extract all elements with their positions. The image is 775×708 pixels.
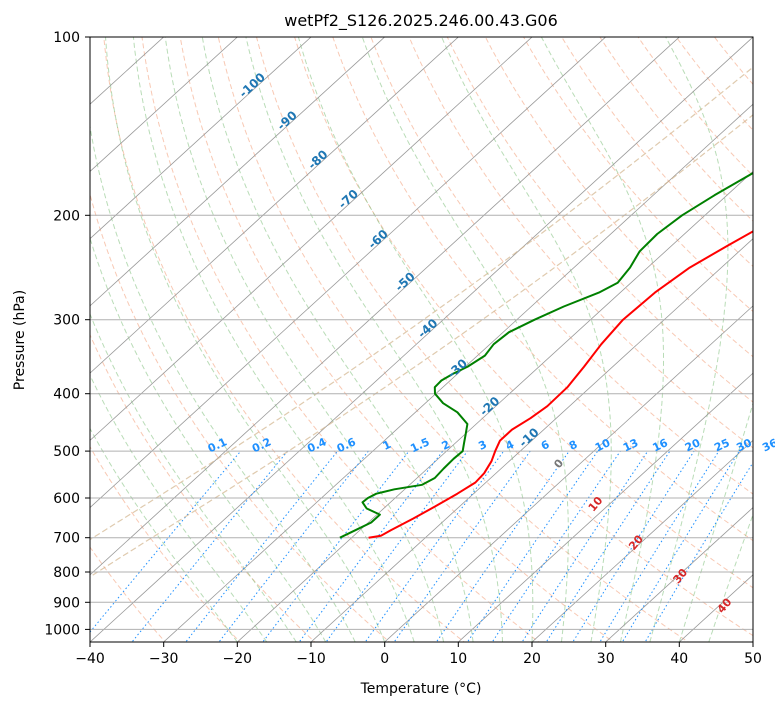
isotherm <box>90 37 312 240</box>
moist-adiabat <box>649 37 729 642</box>
mixing-ratio-line <box>435 450 570 642</box>
mixing-ratio-label: 10 <box>593 436 613 454</box>
mixing-ratio-label: 20 <box>683 436 703 454</box>
mixing-ratio-line <box>218 450 369 642</box>
dry-adiabat <box>370 37 753 495</box>
y-tick-label: 500 <box>53 444 80 460</box>
temperature-profile <box>368 230 753 539</box>
y-tick-label: 300 <box>53 313 80 329</box>
x-axis-label: Temperature (°C) <box>360 681 482 697</box>
chart-title: wetPf2_S126.2025.246.00.43.G06 <box>284 11 558 31</box>
dry-adiabat <box>90 192 391 642</box>
x-tick-label: 30 <box>597 651 615 667</box>
y-tick-label: 200 <box>53 208 80 224</box>
axes: −40 −30 −20 −10 0 10 20 30 40 50 100 200 300 400 500 60… <box>44 30 762 667</box>
moist-adiabat <box>297 37 534 642</box>
mixing-ratio-line <box>185 450 338 642</box>
plot-frame <box>89 36 754 643</box>
dry-adiabat <box>446 37 753 403</box>
y-axis-label: Pressure (hPa) <box>12 290 28 390</box>
moist-adiabat <box>245 37 503 642</box>
x-tick-label: 0 <box>380 651 389 667</box>
x-tick-label: −20 <box>223 651 253 667</box>
dry-adiabat <box>294 37 753 589</box>
isotherm <box>90 37 680 576</box>
moist-adiabat <box>441 37 612 642</box>
x-tick-label: 50 <box>744 651 762 667</box>
isotherm <box>90 37 607 509</box>
y-tick-label: 600 <box>53 491 80 507</box>
mixing-ratio-line <box>599 450 720 642</box>
y-tick-label: 400 <box>53 387 80 403</box>
moist-adiabat <box>678 401 753 642</box>
moist-adiabat <box>90 427 238 642</box>
mixing-ratio-line <box>572 450 695 642</box>
mixing-ratio-line <box>325 450 468 642</box>
isotherm <box>163 103 753 642</box>
dry-adiabat <box>179 37 615 642</box>
mixing-ratio-line <box>466 450 599 642</box>
moist-adiabat <box>90 123 356 642</box>
mixing-ratio-label: 16 <box>651 436 671 454</box>
mixing-ratio-line <box>545 450 671 642</box>
mixing-ratio-line <box>364 450 505 642</box>
isotherm <box>90 37 386 307</box>
moist-adiabat <box>164 37 445 642</box>
dewpoint-profile <box>339 171 753 539</box>
background-lines <box>90 37 753 642</box>
mixing-ratio-line <box>521 450 649 642</box>
moist-adiabat <box>540 37 664 642</box>
moist-adiabat <box>90 236 327 642</box>
moist-adiabat <box>132 37 415 642</box>
x-tick-label: −40 <box>75 651 105 667</box>
moist-adiabat <box>361 37 569 642</box>
isotherm <box>384 305 753 642</box>
y-tick-label: 700 <box>53 531 80 547</box>
mixing-ratio-line <box>131 450 288 642</box>
mixing-ratio-line <box>491 450 621 642</box>
isotherm <box>531 439 753 642</box>
isotherm <box>90 37 459 374</box>
x-tick-label: −10 <box>296 651 326 667</box>
isotherm <box>605 506 753 642</box>
isotherm <box>90 37 753 642</box>
y-tick-label: 800 <box>53 565 80 581</box>
moist-adiabat <box>90 312 297 642</box>
mixing-ratio-label: 13 <box>621 436 640 454</box>
dry-adiabat <box>523 37 753 313</box>
y-tick-label: 900 <box>53 595 80 611</box>
isotherm <box>90 37 533 441</box>
sounding-profiles <box>339 171 753 539</box>
moist-adiabat <box>708 513 753 642</box>
y-tick-label: 100 <box>53 30 80 46</box>
isotherm <box>236 170 753 642</box>
x-tick-label: 40 <box>670 651 688 667</box>
moist-adiabat <box>201 37 474 642</box>
mixing-ratio-label: 36 <box>760 436 775 454</box>
dry-adiabat <box>332 37 753 542</box>
mixing-ratio-label: 25 <box>712 436 731 454</box>
x-tick-label: −30 <box>149 651 179 667</box>
x-tick-label: 10 <box>449 651 467 667</box>
y-tick-label: 1000 <box>44 622 80 638</box>
mixing-ratio-line <box>393 450 531 642</box>
x-tick-label: 20 <box>523 651 541 667</box>
isotherm <box>457 372 753 642</box>
isotherm <box>90 37 238 172</box>
isotherm <box>310 238 753 642</box>
mixing-ratio-line <box>621 450 740 642</box>
mixing-ratio-label: 30 <box>734 436 754 454</box>
moist-adiabat <box>90 374 268 642</box>
